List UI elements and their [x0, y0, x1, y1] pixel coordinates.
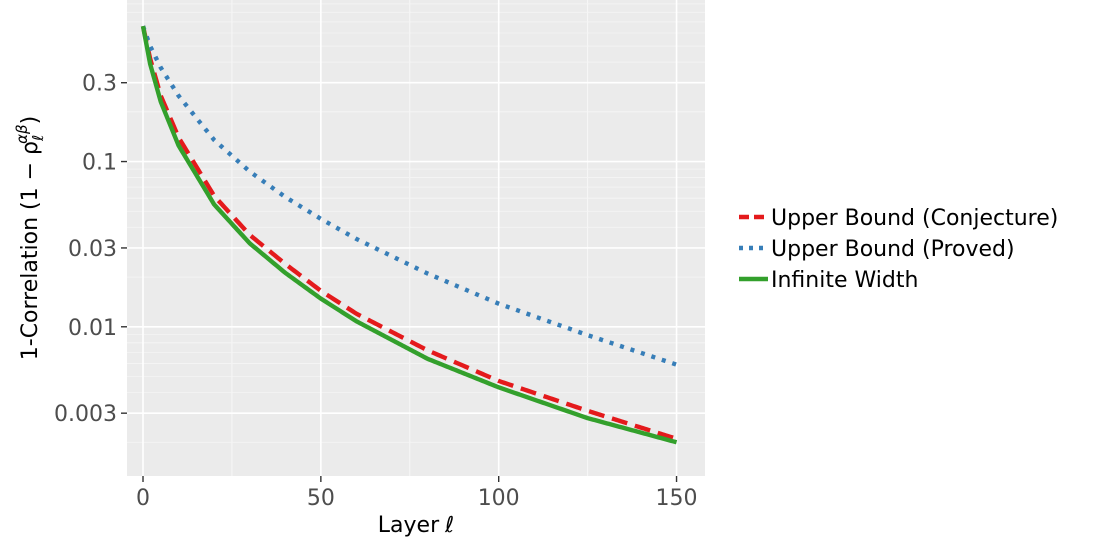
- y-axis-title: 1-Correlation (1 − ρℓαβ): [13, 116, 47, 360]
- y-axis-title-close: ): [18, 116, 43, 125]
- series-lines: [140, 25, 678, 445]
- x-tick-label: 100: [478, 486, 520, 511]
- legend-label-infinite-width: Infinite Width: [771, 268, 918, 293]
- plot-panel: [127, 0, 705, 476]
- legend: Upper Bound (Conjecture) Upper Bound (Pro…: [739, 206, 1058, 293]
- x-tick-label: 150: [656, 486, 698, 511]
- x-tick-label: 0: [136, 486, 150, 511]
- y-axis-title-subscript: ℓ: [29, 135, 47, 142]
- y-axis: 0.003 0.01 0.03 0.1 0.3: [54, 72, 127, 427]
- y-tick-label: 0.3: [82, 72, 117, 97]
- major-gridlines: [127, 0, 705, 476]
- y-tick-label: 0.03: [68, 237, 117, 262]
- minor-gridlines: [127, 0, 705, 476]
- x-axis-title-symbol: ℓ: [444, 513, 454, 538]
- x-axis: 0 50 100 150: [136, 476, 698, 511]
- x-axis-title-text: Layer: [378, 513, 440, 538]
- x-tick-label: 50: [307, 486, 335, 511]
- series-line-infinite-width: [140, 25, 678, 445]
- legend-label-upper-bound-proved: Upper Bound (Proved): [771, 237, 1015, 262]
- legend-label-upper-bound-conjecture: Upper Bound (Conjecture): [771, 206, 1058, 231]
- x-axis-title: Layer ℓ: [378, 513, 454, 538]
- y-axis-title-superscript: αβ: [13, 124, 31, 144]
- y-tick-label: 0.01: [68, 316, 117, 341]
- y-tick-label: 0.1: [82, 151, 117, 176]
- y-tick-label: 0.003: [54, 402, 117, 427]
- y-axis-title-main: 1-Correlation (1 − ρ: [18, 141, 43, 360]
